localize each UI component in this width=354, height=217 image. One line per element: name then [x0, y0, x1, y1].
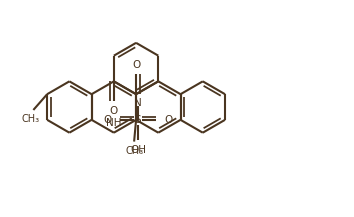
Text: CH₃: CH₃	[125, 146, 143, 156]
Text: OH: OH	[130, 145, 146, 155]
Text: S: S	[135, 115, 141, 125]
Text: O: O	[103, 115, 112, 125]
Text: O: O	[165, 115, 173, 125]
Text: N: N	[134, 98, 142, 108]
Text: O: O	[110, 106, 118, 116]
Text: CH₃: CH₃	[21, 114, 39, 124]
Text: O: O	[132, 59, 140, 69]
Text: NH: NH	[106, 118, 122, 128]
